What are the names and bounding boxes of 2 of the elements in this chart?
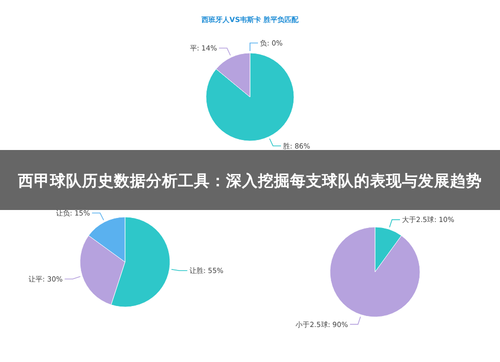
text: 西甲球队历史数据分析工具：深入挖掘每支球队的表现与发展趋势 <box>17 172 482 190</box>
pie-slice <box>206 52 294 142</box>
